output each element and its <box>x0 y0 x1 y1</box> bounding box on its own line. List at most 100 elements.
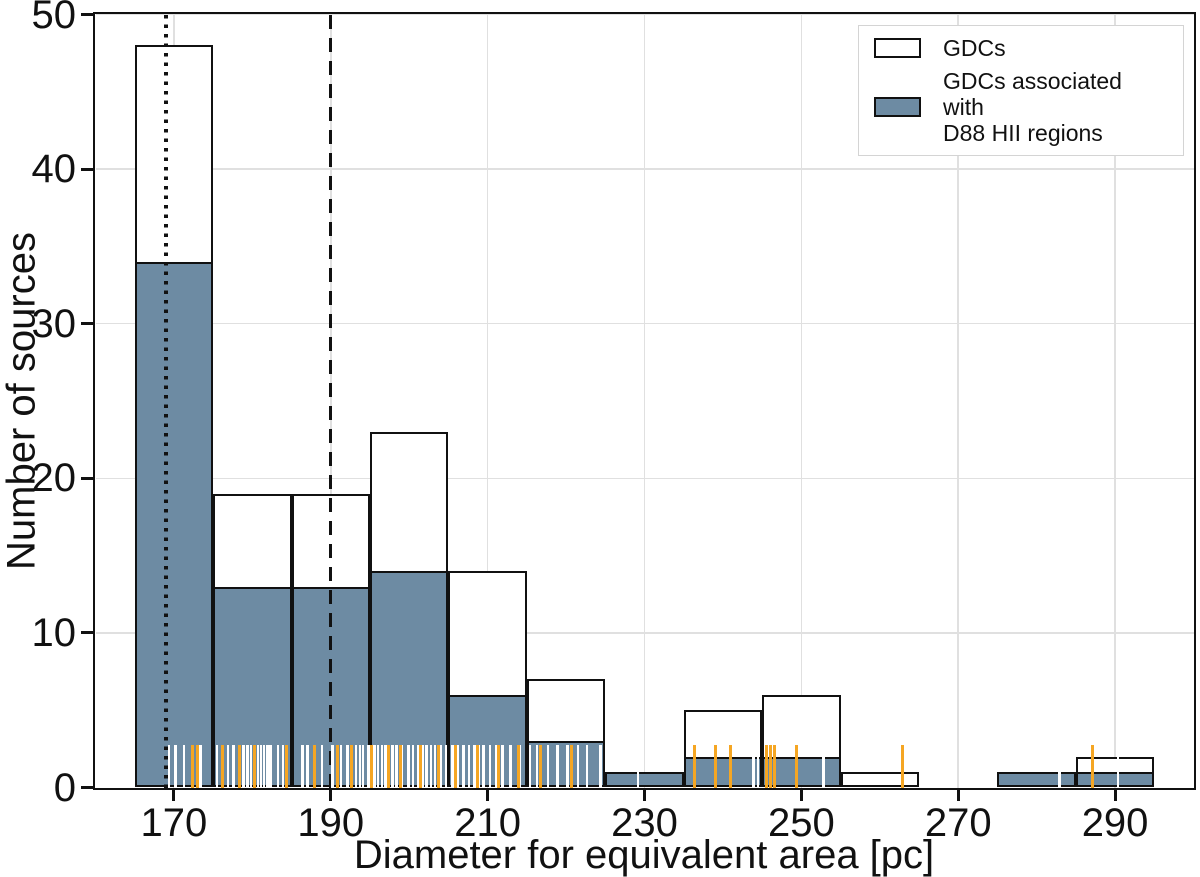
rug-tick-orange <box>453 744 457 788</box>
rug-tick-orange <box>191 744 195 788</box>
rug-tick-orange <box>387 744 391 788</box>
rug-tick-white <box>421 744 424 788</box>
rug-tick-orange <box>1090 744 1094 788</box>
x-tick-label: 270 <box>924 801 992 845</box>
rug-tick-white <box>528 744 532 788</box>
rug-tick-white <box>467 744 471 788</box>
rug-tick-white <box>400 744 404 788</box>
rug-tick-white <box>380 744 383 788</box>
rug-tick-orange <box>370 744 374 788</box>
x-tick <box>643 790 646 801</box>
rug-tick-white <box>395 744 398 788</box>
rug-tick-orange <box>350 744 354 788</box>
rug-tick-white <box>301 744 304 788</box>
rug-tick-white <box>367 744 370 788</box>
x-tick-label: 190 <box>297 801 365 845</box>
hii-bar <box>683 756 763 788</box>
rug-tick-white <box>509 744 512 788</box>
rug-tick-orange <box>497 744 501 788</box>
rug-tick-white <box>215 744 219 788</box>
rug-tick-orange <box>773 744 777 788</box>
rug-tick-white <box>269 744 272 788</box>
rug-tick-white <box>518 744 522 788</box>
rug-tick-white <box>358 744 362 788</box>
rug-tick-orange <box>221 744 225 788</box>
legend: GDCs GDCs associated with D88 HII region… <box>858 25 1184 156</box>
rug-tick-white <box>256 744 260 788</box>
rug-tick-white <box>242 744 245 788</box>
rug-tick-white <box>320 744 324 788</box>
rug-tick-white <box>482 744 485 788</box>
rug-tick-orange <box>284 744 288 788</box>
gdc-bar <box>840 772 919 788</box>
rug-tick-white <box>1116 744 1120 788</box>
rug-tick-orange <box>436 744 440 788</box>
rug-tick-white <box>331 744 334 788</box>
rug-tick-white <box>182 744 186 788</box>
rug-tick-white <box>281 744 285 788</box>
rug-tick-white <box>391 744 394 788</box>
grid-line-vertical <box>1114 14 1116 788</box>
hii-bar <box>997 772 1076 788</box>
rug-tick-white <box>636 744 640 788</box>
legend-item-hii: GDCs associated with D88 HII regions <box>874 68 1168 146</box>
legend-item-gdcs: GDCs <box>874 35 1168 61</box>
rug-tick-white <box>429 744 433 788</box>
grid-line-vertical <box>486 14 489 788</box>
grid-line-vertical <box>957 14 959 788</box>
y-tick <box>81 786 93 789</box>
rug-tick-white <box>354 744 358 788</box>
rug-tick-white <box>376 744 380 788</box>
rug-tick-white <box>752 744 755 788</box>
y-tick <box>81 476 93 480</box>
x-tick <box>1113 790 1117 801</box>
rug-tick-white <box>361 744 365 788</box>
rug-tick-white <box>199 744 202 788</box>
rug-tick-white <box>346 744 349 788</box>
x-tick-label: 250 <box>767 801 835 845</box>
legend-swatch-gdc <box>874 38 921 58</box>
rug-tick-orange <box>516 744 520 788</box>
rug-tick-white <box>576 744 580 788</box>
rug-tick-orange <box>693 744 697 788</box>
rug-tick-white <box>174 744 177 788</box>
hii-bar <box>1075 772 1155 788</box>
rug-tick-white <box>306 744 309 788</box>
rug-tick-white <box>535 744 539 788</box>
reference-dashed-line <box>329 14 333 788</box>
rug-tick-orange <box>901 744 905 788</box>
rug-tick-white <box>566 744 569 788</box>
x-tick <box>329 790 333 801</box>
rug-tick-white <box>433 744 437 788</box>
rug-tick-white <box>456 744 460 788</box>
x-tick-label: 170 <box>140 801 208 845</box>
rug-tick-orange <box>253 744 257 788</box>
y-tick <box>81 167 93 171</box>
rug-tick-white <box>246 744 249 788</box>
x-tick-label: 210 <box>454 801 522 845</box>
hii-bar <box>448 694 527 788</box>
x-tick <box>799 790 803 801</box>
grid-line-vertical <box>800 14 803 788</box>
rug-tick-white <box>249 744 253 788</box>
rug-tick-white <box>439 744 442 788</box>
rug-tick-orange <box>335 744 339 788</box>
rug-tick-orange <box>729 744 733 788</box>
rug-tick-white <box>477 744 481 788</box>
rug-tick-white <box>495 744 498 788</box>
median-dotted-line <box>164 14 168 788</box>
grid-line-vertical <box>643 14 646 788</box>
x-tick <box>486 790 490 801</box>
rug-tick-white <box>473 744 476 788</box>
rug-tick-white <box>488 744 492 788</box>
x-tick-label: 290 <box>1081 801 1149 845</box>
rug-tick-white <box>462 744 465 788</box>
rug-tick-white <box>546 744 550 788</box>
rug-tick-white <box>416 744 420 788</box>
rug-tick-white <box>599 744 602 788</box>
y-axis-label: Number of sources <box>0 232 44 570</box>
rug-tick-orange <box>795 744 799 788</box>
rug-tick-white <box>232 744 235 788</box>
rug-tick-white <box>266 744 269 788</box>
rug-tick-white <box>339 744 343 788</box>
